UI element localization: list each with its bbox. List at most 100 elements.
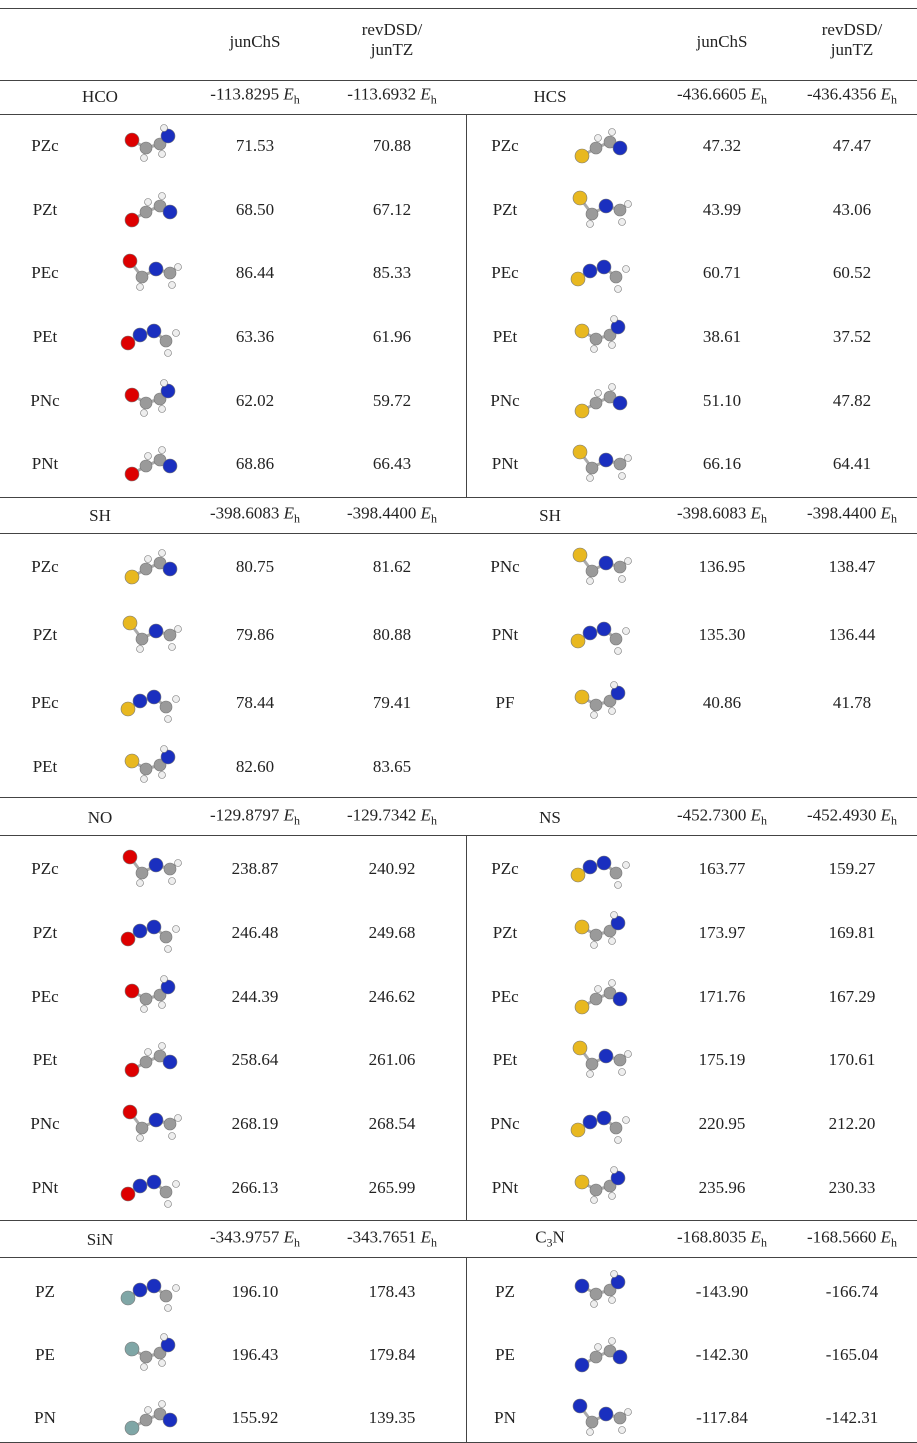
text: 266.13 (232, 1178, 279, 1197)
value: 37.52 (833, 327, 871, 347)
text: 81.62 (373, 557, 411, 576)
atom (164, 267, 176, 279)
row-label: PEc (491, 263, 518, 283)
value: 220.95 (699, 1114, 746, 1134)
atom (145, 556, 152, 563)
molecule-structure (560, 1330, 640, 1380)
atom (147, 1279, 161, 1293)
text: E (284, 504, 294, 523)
text: -452.4930 (807, 806, 876, 825)
value: 47.47 (833, 136, 871, 156)
text: 67.12 (373, 200, 411, 219)
text: -142.30 (696, 1345, 748, 1364)
row-label: PZc (491, 136, 518, 156)
atom (163, 1413, 177, 1427)
text: 43.06 (833, 200, 871, 219)
value: -117.84 (696, 1408, 748, 1428)
atom (591, 942, 598, 949)
text: h (294, 512, 300, 526)
atom (163, 562, 177, 576)
text: -343.9757 (210, 1228, 279, 1247)
text: 196.43 (232, 1345, 279, 1364)
atom (133, 1179, 147, 1193)
text: PZt (493, 923, 518, 942)
column-rule (466, 835, 467, 1220)
text: PN (34, 1408, 56, 1427)
energy: -343.9757 Eh (210, 1228, 300, 1253)
row-label: PNt (32, 454, 58, 474)
row-label: PN (34, 1408, 56, 1428)
row-label: PEc (491, 987, 518, 1007)
text: 61.96 (373, 327, 411, 346)
text: -113.8295 (210, 85, 279, 104)
text: 83.65 (373, 757, 411, 776)
atom (575, 1000, 589, 1014)
text: 230.33 (829, 1178, 876, 1197)
atom (147, 324, 161, 338)
molecule-structure (560, 678, 640, 728)
atom (615, 648, 622, 655)
text: E (284, 806, 294, 825)
atom (163, 459, 177, 473)
value: 60.71 (703, 263, 741, 283)
text: PZc (491, 859, 518, 878)
text: -398.4400 (347, 504, 416, 523)
value: -142.30 (696, 1345, 748, 1365)
atom (161, 746, 168, 753)
atom (159, 1002, 166, 1009)
energy: -398.4400 Eh (807, 504, 897, 529)
rule (0, 497, 917, 498)
atom (147, 1175, 161, 1189)
molecule-structure (110, 972, 190, 1022)
atom (125, 213, 139, 227)
text: h (431, 814, 437, 828)
atom (587, 1429, 594, 1436)
molecule-structure (110, 1393, 190, 1443)
atom (159, 1401, 166, 1408)
atom (609, 129, 616, 136)
molecule-structure (110, 376, 190, 426)
atom (611, 682, 618, 689)
value: 173.97 (699, 923, 746, 943)
row-label: PEt (33, 327, 58, 347)
atom (160, 335, 172, 347)
atom (159, 550, 166, 557)
row-label: PE (35, 1345, 55, 1365)
text: 268.19 (232, 1114, 279, 1133)
atom (141, 1364, 148, 1371)
text: E (421, 806, 431, 825)
value: 83.65 (373, 757, 411, 777)
value: 244.39 (232, 987, 279, 1007)
atom (160, 701, 172, 713)
text: 80.75 (236, 557, 274, 576)
molecule-structure (560, 610, 640, 660)
atom (141, 776, 148, 783)
text: PZc (31, 136, 58, 155)
atom (586, 1058, 598, 1070)
rule (0, 8, 917, 9)
energy: -398.6083 Eh (677, 504, 767, 529)
atom (123, 616, 137, 630)
rule (0, 1220, 917, 1221)
atom (613, 141, 627, 155)
atom (575, 1358, 589, 1372)
atom (123, 1105, 137, 1119)
atom (140, 1414, 152, 1426)
atom (619, 1069, 626, 1076)
molecule-structure (560, 908, 640, 958)
atom (175, 860, 182, 867)
atom (575, 324, 589, 338)
atom (164, 1118, 176, 1130)
value: 59.72 (373, 391, 411, 411)
text: h (431, 512, 437, 526)
atom (573, 1399, 587, 1413)
value: 135.30 (699, 625, 746, 645)
row-label: PEc (31, 693, 58, 713)
rule (0, 797, 917, 798)
molecule-structure (110, 1267, 190, 1317)
value: -142.31 (826, 1408, 878, 1428)
value: 80.88 (373, 625, 411, 645)
text: 40.86 (703, 693, 741, 712)
atom (140, 763, 152, 775)
atom (173, 1181, 180, 1188)
